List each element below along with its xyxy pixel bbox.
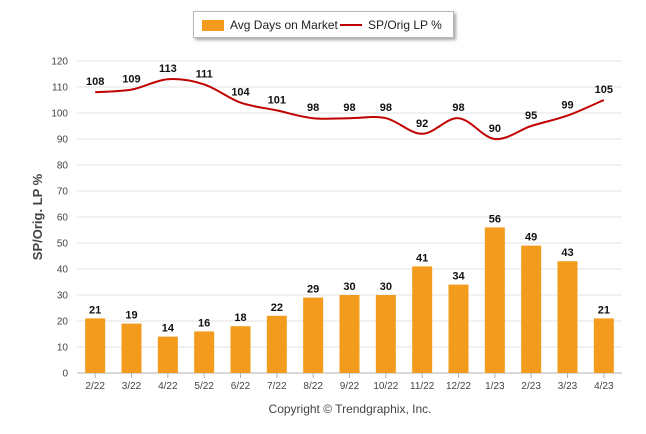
line-data-label: 101	[268, 94, 286, 106]
line-data-label: 95	[525, 110, 537, 122]
legend-swatch-line	[340, 24, 362, 26]
bar-data-label: 41	[416, 252, 428, 264]
bar	[412, 266, 433, 373]
line-data-label: 92	[416, 118, 428, 130]
y-tick-label: 110	[52, 83, 68, 94]
bar	[194, 331, 215, 373]
y-axis-title: SP/Orig. LP %	[30, 173, 45, 260]
legend-swatch-bar	[202, 19, 224, 31]
x-tick-label: 10/22	[373, 381, 398, 392]
x-tick-label: 3/22	[122, 381, 142, 392]
y-tick-label: 70	[57, 187, 69, 198]
bar	[266, 315, 287, 373]
y-tick-label: 60	[57, 213, 69, 224]
bar-data-label: 30	[380, 281, 392, 293]
legend-label-line: SP/Orig LP %	[368, 18, 442, 32]
legend: Avg Days on Market SP/Orig LP %	[193, 11, 454, 38]
bar	[448, 284, 469, 373]
bar-data-label: 30	[343, 281, 355, 293]
bar-data-label: 49	[525, 232, 537, 244]
line-data-label: 104	[231, 87, 250, 99]
x-tick-label: 11/22	[410, 381, 435, 392]
line-data-label: 98	[452, 102, 464, 114]
x-tick-label: 5/22	[194, 381, 214, 392]
x-tick-label: 3/23	[558, 381, 578, 392]
bar-data-label: 29	[307, 284, 319, 296]
bar	[121, 323, 142, 373]
line-data-label: 98	[307, 102, 319, 114]
bar-data-label: 21	[598, 304, 610, 316]
x-tick-label: 7/22	[267, 381, 287, 392]
bar-data-label: 21	[89, 304, 101, 316]
bar	[593, 318, 614, 373]
bar-data-label: 19	[125, 310, 137, 322]
y-tick-label: 50	[57, 239, 69, 250]
y-tick-label: 0	[62, 369, 68, 380]
x-tick-label: 6/22	[231, 381, 251, 392]
x-tick-label: 8/22	[303, 381, 323, 392]
bar	[230, 326, 251, 373]
legend-label-bars: Avg Days on Market	[230, 18, 338, 32]
line-data-label: 111	[196, 68, 213, 80]
y-tick-label: 80	[57, 161, 69, 172]
y-tick-label: 90	[57, 135, 69, 146]
bar-data-label: 16	[198, 317, 210, 329]
y-tick-label: 120	[51, 57, 68, 68]
bar-data-label: 43	[561, 247, 573, 259]
line-data-label: 105	[595, 84, 613, 96]
line-series	[95, 78, 605, 141]
legend-item-line: SP/Orig LP %	[340, 18, 442, 32]
bar	[375, 295, 396, 373]
line-data-label: 90	[489, 123, 501, 135]
bar-data-label: 56	[489, 213, 501, 225]
y-tick-label: 40	[57, 265, 69, 276]
line-data-label: 99	[561, 100, 573, 112]
y-tick-label: 100	[51, 109, 68, 120]
legend-item-bars: Avg Days on Market	[202, 18, 338, 32]
y-tick-label: 30	[57, 291, 69, 302]
x-tick-label: 4/23	[594, 381, 614, 392]
x-tick-label: 4/22	[158, 381, 178, 392]
bar-data-label: 22	[271, 302, 283, 314]
y-tick-label: 20	[57, 317, 69, 328]
bar	[521, 245, 542, 373]
bar	[85, 318, 106, 373]
bar-data-label: 18	[234, 312, 246, 324]
bar	[157, 336, 178, 373]
line-data-label: 109	[122, 74, 140, 86]
y-tick-label: 10	[57, 343, 69, 354]
bar	[303, 297, 324, 373]
x-tick-label: 1/23	[485, 381, 505, 392]
x-tick-label: 2/23	[521, 381, 541, 392]
bar	[339, 295, 360, 373]
bar-data-label: 14	[162, 323, 175, 335]
x-tick-label: 2/22	[85, 381, 105, 392]
x-tick-label: 9/22	[340, 381, 360, 392]
x-tick-label: 12/22	[446, 381, 471, 392]
bar	[557, 261, 578, 373]
line-data-label: 98	[380, 102, 392, 114]
line-data-label: 108	[86, 76, 104, 88]
bar-data-label: 34	[452, 271, 465, 283]
line-data-label: 98	[343, 102, 355, 114]
line-data-label: 113	[159, 63, 177, 75]
copyright-text: Copyright © Trendgraphix, Inc.	[268, 402, 432, 416]
bar	[484, 227, 505, 373]
